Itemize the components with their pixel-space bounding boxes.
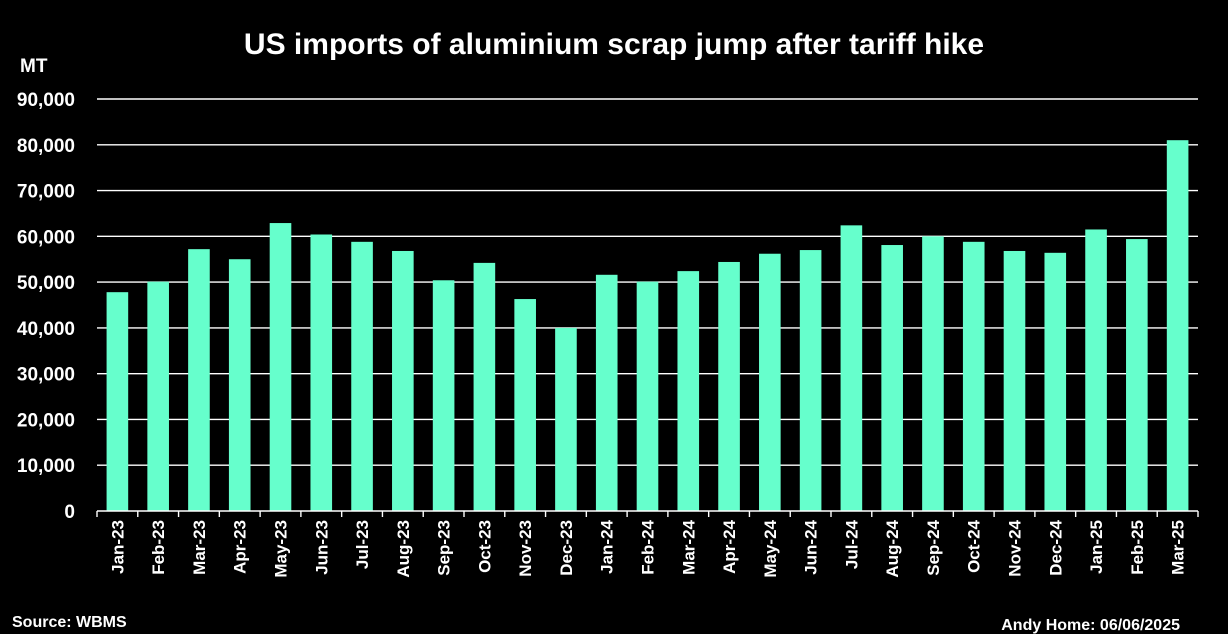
- y-tick-label: 10,000: [17, 456, 75, 477]
- x-tick-label: Aug-24: [883, 519, 902, 577]
- x-axis: [96, 510, 1199, 517]
- bar-feb-25: [1126, 239, 1148, 511]
- y-tick-label: 20,000: [17, 410, 75, 431]
- x-tick-label: Mar-25: [1169, 520, 1188, 575]
- x-tick-label: May-23: [272, 520, 291, 578]
- x-tick-label: Jan-24: [598, 519, 617, 573]
- bar-oct-24: [962, 241, 985, 511]
- x-tick-label: Dec-23: [557, 520, 576, 576]
- bar-jan-25: [1085, 229, 1107, 511]
- x-tick-label: Dec-24: [1046, 519, 1065, 575]
- bar-feb-23: [147, 281, 169, 511]
- bar-oct-23: [473, 262, 496, 511]
- bar-sep-23: [432, 280, 455, 511]
- x-tick-label: Mar-23: [190, 520, 209, 575]
- x-tick-label: Feb-23: [149, 520, 168, 575]
- credit-label: Andy Home: 06/06/2025: [1001, 617, 1180, 634]
- bar-aug-23: [392, 250, 414, 512]
- x-tick-label: Nov-24: [1006, 519, 1025, 576]
- bar-dec-24: [1044, 252, 1067, 511]
- bar-jun-23: [310, 234, 333, 511]
- bar-mar-23: [188, 249, 210, 511]
- bar-feb-24: [636, 281, 659, 511]
- bar-may-23: [269, 223, 292, 511]
- bar-jul-24: [840, 225, 863, 511]
- x-tick-label: May-24: [761, 519, 780, 577]
- bar-sep-24: [922, 236, 944, 511]
- x-tick-label: Jun-24: [802, 519, 821, 574]
- chart-title: US imports of aluminium scrap jump after…: [244, 28, 984, 61]
- bar-may-24: [759, 253, 781, 512]
- x-tick-label: Sep-23: [435, 520, 454, 576]
- x-tick-label: Mar-24: [679, 519, 698, 574]
- y-tick-label: 80,000: [17, 136, 75, 157]
- y-axis-tick-labels: 0 10,000 20,000 30,000 40,000 50,000 60,000 70,…: [17, 90, 75, 523]
- y-tick-label: 40,000: [17, 319, 75, 340]
- x-tick-label: Aug-23: [394, 520, 413, 578]
- y-tick-label: 90,000: [17, 90, 75, 111]
- y-tick-label: 50,000: [17, 273, 75, 294]
- source-label: Source: WBMS: [12, 614, 127, 631]
- y-tick-label: 0: [64, 502, 75, 523]
- x-axis-tick-labels: Jan-23 Feb-23 Mar-23 Apr-23 May-23 Jun-23 Jul-…: [108, 519, 1187, 577]
- x-tick-label: Feb-25: [1128, 520, 1147, 575]
- y-axis-unit-label: MT: [20, 56, 48, 77]
- y-tick-label: 70,000: [17, 182, 75, 203]
- bar-nov-23: [514, 299, 536, 511]
- x-tick-label: Jan-25: [1087, 520, 1106, 574]
- bar-jan-23: [106, 292, 129, 511]
- x-tick-label: Jun-23: [312, 520, 331, 575]
- bar-dec-23: [555, 327, 577, 511]
- bar-jul-23: [351, 241, 373, 511]
- x-tick-label: Apr-23: [231, 520, 250, 574]
- x-tick-label: Feb-24: [639, 519, 658, 574]
- x-tick-label: Jan-23: [108, 520, 127, 574]
- bars: [106, 140, 1189, 512]
- bar-apr-23: [228, 259, 251, 511]
- bar-apr-24: [718, 261, 740, 511]
- bar-jan-24: [595, 274, 618, 511]
- x-tick-label: Jul-24: [842, 519, 861, 569]
- bar-mar-24: [677, 271, 700, 511]
- bar-aug-24: [881, 245, 903, 511]
- bar-nov-24: [1003, 250, 1026, 512]
- bar-mar-25: [1166, 140, 1189, 511]
- x-tick-label: Oct-23: [475, 520, 494, 573]
- y-tick-label: 30,000: [17, 365, 75, 386]
- x-tick-label: Jul-23: [353, 520, 372, 569]
- x-tick-label: Sep-24: [924, 519, 943, 575]
- x-tick-label: Nov-23: [516, 520, 535, 577]
- x-tick-label: Oct-24: [965, 519, 984, 572]
- x-tick-label: Apr-24: [720, 519, 739, 573]
- bar-jun-24: [799, 250, 822, 511]
- y-tick-label: 60,000: [17, 227, 75, 248]
